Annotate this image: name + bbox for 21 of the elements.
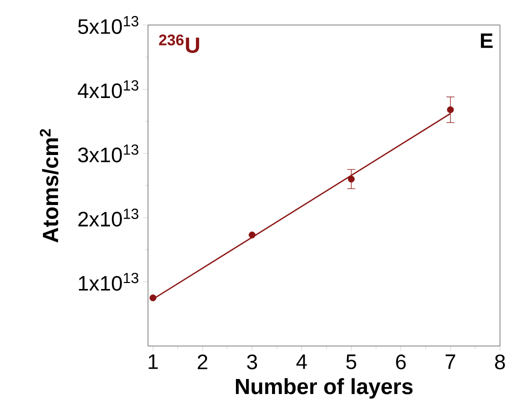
x-tick-label: 5 bbox=[346, 354, 356, 370]
y-tick-label: 5x10$^{13}$ bbox=[78, 16, 138, 34]
x-tick-label: 7 bbox=[446, 354, 456, 369]
point bbox=[348, 176, 355, 182]
y-tick-label: 2x10$^{13}$ bbox=[78, 208, 138, 227]
annotation: E bbox=[480, 34, 493, 48]
point bbox=[248, 232, 256, 238]
x-tick-label: 6 bbox=[396, 354, 406, 370]
annotation: $^{236}$U bbox=[159, 34, 200, 53]
x-tick-label: 3 bbox=[247, 354, 258, 370]
x-tick-label: 1 bbox=[148, 354, 158, 369]
y-axis-title: Atoms/cm$^{2}$ bbox=[40, 129, 58, 242]
y-tick-label: 3x10$^{13}$ bbox=[78, 144, 138, 162]
x-tick-label: 2 bbox=[198, 354, 208, 370]
x-tick-label: 4 bbox=[296, 354, 307, 369]
y-tick-label: 4x10$^{13}$ bbox=[78, 80, 138, 98]
point bbox=[447, 106, 454, 114]
y-tick-label: 1x10$^{13}$ bbox=[78, 272, 138, 291]
point bbox=[150, 294, 156, 302]
x-tick-label: 8 bbox=[495, 354, 505, 370]
x-axis-title: Number of layers bbox=[236, 378, 413, 399]
